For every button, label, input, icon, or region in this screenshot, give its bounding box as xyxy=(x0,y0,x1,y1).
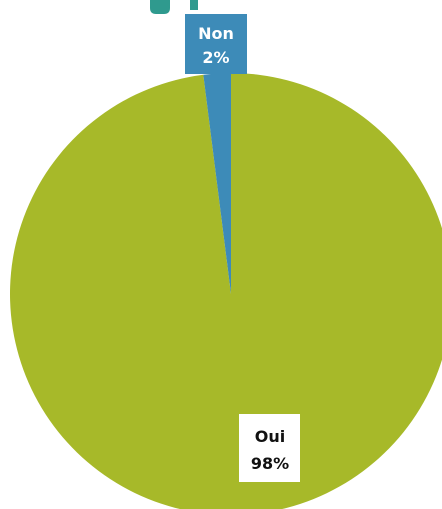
pie-labels: Non 2% Oui 98% xyxy=(185,14,300,482)
pie-slices xyxy=(10,73,442,509)
pie-slice-non xyxy=(203,73,231,294)
slice-label-box-oui xyxy=(239,414,300,482)
slice-label-box-non xyxy=(185,14,247,74)
slice-label-value-oui: 98% xyxy=(251,454,289,473)
slice-label-oui: Oui 98% xyxy=(239,414,300,482)
title-fragment xyxy=(150,0,198,14)
slice-label-name-oui: Oui xyxy=(255,427,285,446)
slice-label-name-non: Non xyxy=(198,24,234,43)
slice-label-value-non: 2% xyxy=(202,48,229,67)
title-fragment-glyph xyxy=(150,0,198,14)
slice-label-non: Non 2% xyxy=(185,14,247,74)
pie-slice-oui xyxy=(10,73,442,509)
